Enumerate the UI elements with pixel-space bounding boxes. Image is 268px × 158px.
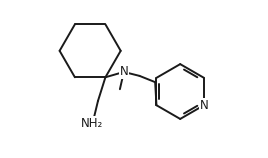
Text: NH₂: NH₂ <box>81 117 104 130</box>
Text: N: N <box>120 65 128 79</box>
Text: N: N <box>200 99 209 112</box>
